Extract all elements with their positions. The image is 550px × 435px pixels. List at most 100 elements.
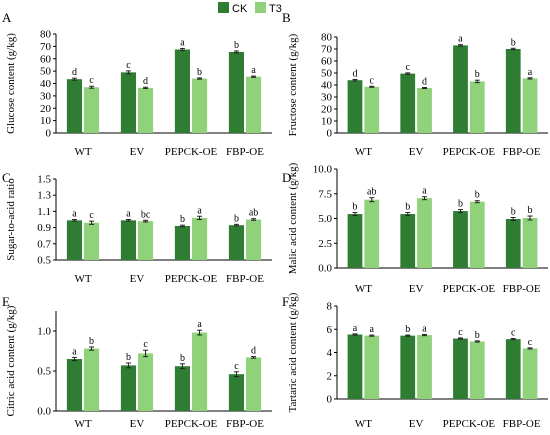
panel-b-significance-letter-t3-wt: c: [370, 75, 375, 86]
panel-f-significance-letter-ck-wt: a: [353, 323, 358, 334]
panel-b-y-tick-label: 0: [327, 128, 333, 140]
panel-a-bar-t3-wt: [84, 87, 100, 133]
panel-b-significance-letter-t3-pepck-oe: b: [475, 69, 480, 80]
panel-f-bar-ck-ev: [400, 335, 416, 399]
panel-label-f: F: [282, 294, 289, 309]
panel-d-significance-letter-ck-pepck-oe: b: [458, 199, 463, 210]
panel-d-bar-t3-wt: [364, 199, 380, 268]
panel-a-y-axis-label: Glucose content (g/kg): [5, 33, 17, 134]
panel-e-significance-letter-ck-fbp-oe: c: [234, 361, 239, 372]
panel-f-bar-t3-wt: [364, 335, 380, 399]
panel-b-significance-letter-ck-pepck-oe: a: [458, 34, 463, 45]
panel-e-significance-letter-t3-fbp-oe: d: [251, 346, 256, 357]
panel-b-category-label-fbp-oe: FBP-OE: [503, 146, 541, 158]
panel-b-significance-letter-t3-ev: d: [422, 77, 427, 88]
panel-e-bar-ck-ev: [120, 365, 136, 411]
panel-a-y-tick-label: 40: [40, 78, 52, 90]
panel-f-bar-t3-pepck-oe: [469, 341, 485, 399]
panel-c-y-tick-label: 1.1: [37, 206, 51, 218]
panel-e-citric-acid-chart: 0.0 0.5 1.0 Citric acid content (g/kg) WT a b E…: [5, 305, 272, 430]
panel-e-bar-t3-ev: [138, 353, 154, 411]
panel-a-y-tick-label: 50: [40, 66, 52, 78]
panel-c-category-label-wt: WT: [74, 273, 91, 285]
panel-d-y-tick-label: 2.5: [318, 238, 332, 250]
panel-e-bar-t3-pepck-oe: [192, 332, 208, 411]
panel-b-bar-t3-pepck-oe: [469, 81, 485, 133]
panel-c-category-label-ev: EV: [130, 273, 145, 285]
panel-a-category-label-ev: EV: [130, 146, 145, 158]
panel-e-y-tick-label: 0.5: [37, 366, 51, 378]
panel-a-bar-t3-ev: [138, 87, 154, 133]
panel-c-significance-letter-ck-ev: a: [126, 209, 131, 220]
panel-b-y-tick-label: 10: [321, 116, 333, 128]
panel-c-bar-ck-ev: [120, 220, 136, 260]
panel-label-a: A: [2, 10, 12, 25]
panel-d-significance-letter-ck-wt: b: [352, 202, 357, 213]
panel-d-y-tick-label: 5.0: [318, 213, 332, 225]
panel-b-y-tick-label: 70: [321, 44, 333, 56]
panel-label-c: C: [2, 170, 11, 185]
panel-a-y-tick-label: 30: [40, 90, 52, 102]
panel-e-y-axis-label: Citric acid content (g/kg): [5, 305, 17, 416]
panel-a-y-tick-label: 0: [46, 128, 52, 140]
panel-d-significance-letter-t3-fbp-oe: b: [528, 205, 533, 216]
legend-swatch-ck: [218, 2, 229, 13]
panel-d-bar-t3-fbp-oe: [522, 218, 538, 268]
panel-b-bar-ck-wt: [347, 80, 363, 133]
panel-f-y-tick-label: 6: [327, 324, 333, 336]
panel-f-category-label-wt: WT: [355, 418, 372, 430]
panel-a-bar-ck-ev: [120, 72, 136, 133]
panel-c-bar-ck-fbp-oe: [228, 225, 244, 260]
panel-c-y-axis-label: Sugar-to-acid ratio: [5, 178, 17, 261]
panel-e-category-label-ev: EV: [130, 418, 145, 430]
panel-b-bar-ck-pepck-oe: [453, 45, 468, 133]
panel-c-category-label-pepck-oe: PEPCK-OE: [165, 273, 218, 285]
panel-e-bar-ck-fbp-oe: [228, 374, 244, 411]
panel-c-bar-t3-wt: [84, 222, 100, 260]
panel-f-bar-ck-fbp-oe: [505, 339, 521, 399]
panel-a-category-label-fbp-oe: FBP-OE: [226, 146, 264, 158]
panel-b-y-tick-label: 20: [321, 104, 333, 116]
panel-d-category-label-ev: EV: [409, 283, 424, 295]
panel-e-significance-letter-t3-wt: b: [89, 336, 94, 347]
panel-c-sugar-acid-ratio-chart: 0.5 0.7 0.9 1.1 1.3 1.5 Sugar-to-acid ratio WT a…: [5, 174, 272, 285]
panel-b-y-tick-label: 40: [321, 80, 333, 92]
panel-e-y-tick-label: 0.0: [37, 406, 51, 418]
panel-a-bar-t3-pepck-oe: [192, 78, 208, 133]
panel-c-y-tick-label: 0.5: [37, 255, 51, 267]
panel-b-category-label-ev: EV: [409, 146, 424, 158]
panel-f-y-tick-label: 0: [327, 394, 333, 406]
panel-d-y-tick-label: 7.5: [318, 188, 332, 200]
panel-a-bar-ck-fbp-oe: [228, 51, 244, 133]
panel-label-d: D: [282, 170, 291, 185]
panel-c-significance-letter-t3-fbp-oe: ab: [249, 208, 258, 219]
panel-c-bar-t3-pepck-oe: [192, 217, 208, 260]
panel-b-y-axis-label: Fructose content (g/kg): [287, 33, 299, 136]
panel-c-y-tick-label: 1.3: [37, 190, 51, 202]
panel-d-bar-t3-ev: [417, 198, 432, 268]
panel-d-category-label-fbp-oe: FBP-OE: [503, 283, 541, 295]
panel-f-bar-ck-wt: [347, 334, 363, 399]
panel-d-category-label-pepck-oe: PEPCK-OE: [443, 283, 496, 295]
panel-b-y-tick-label: 80: [321, 32, 333, 44]
panel-d-bar-ck-wt: [347, 214, 363, 268]
panel-f-significance-letter-t3-pepck-oe: b: [475, 330, 480, 341]
panel-a-bar-ck-wt: [66, 79, 82, 133]
panel-f-bar-t3-ev: [417, 335, 432, 399]
panel-d-y-axis-label: Malic acid content (g/kg): [287, 162, 299, 274]
panel-b-significance-letter-ck-ev: c: [406, 62, 411, 73]
panel-b-bar-t3-fbp-oe: [522, 78, 538, 133]
panel-f-category-label-pepck-oe: PEPCK-OE: [443, 418, 496, 430]
panel-f-y-tick-label: 4: [327, 347, 333, 359]
panel-b-bar-ck-fbp-oe: [505, 49, 521, 133]
legend-label-ck: CK: [232, 3, 248, 15]
panel-f-y-tick-label: 2: [327, 370, 333, 382]
panel-e-bar-t3-wt: [84, 348, 100, 411]
panel-f-tartaric-acid-chart: 0 2 4 6 8 Tartaric acid content (g/kg) WT a a EV b…: [287, 292, 548, 430]
panel-f-significance-letter-t3-fbp-oe: c: [528, 337, 533, 348]
panel-e-significance-letter-ck-wt: a: [72, 346, 77, 357]
panel-e-category-label-fbp-oe: FBP-OE: [226, 418, 264, 430]
panel-b-bar-ck-ev: [400, 73, 416, 133]
panel-b-bar-t3-ev: [417, 88, 432, 133]
panel-f-bar-t3-fbp-oe: [522, 348, 538, 399]
